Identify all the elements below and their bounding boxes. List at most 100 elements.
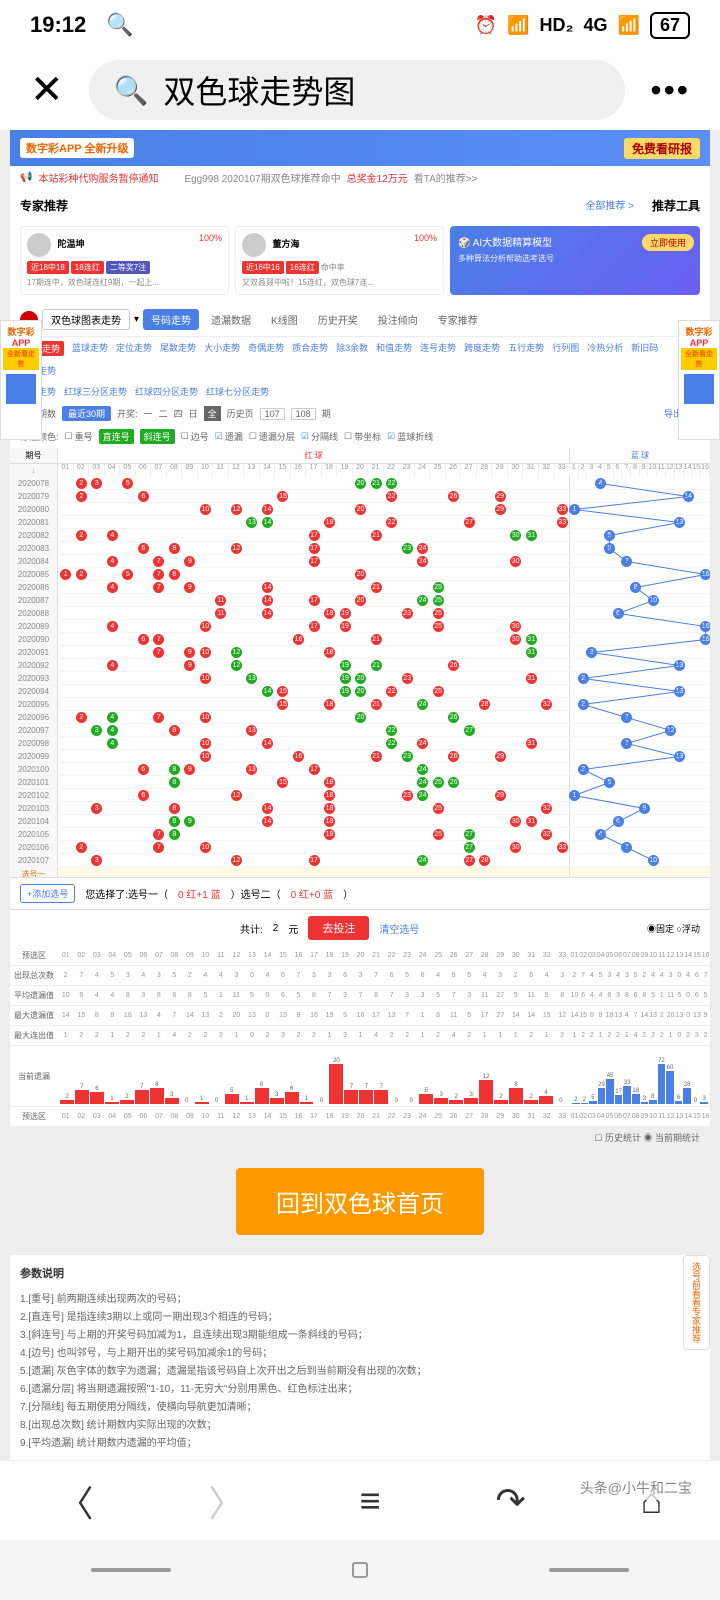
subtab[interactable]: 奇偶走势 bbox=[248, 341, 284, 356]
search-icon: 🔍 bbox=[106, 12, 133, 38]
notice-link[interactable]: 看TA的推荐>> bbox=[414, 170, 478, 185]
mark-chk[interactable]: 直连号 bbox=[99, 429, 134, 444]
mark-chk[interactable]: 边号 bbox=[181, 430, 209, 443]
stats-legend: ☐ 历史统计 ◉ 当前期统计 bbox=[10, 1127, 710, 1148]
notes-section: 参数说明 1.[重号] 前两期连续出现两次的号码；2.[直连号] 是指连续3期以… bbox=[10, 1255, 710, 1463]
dropdown-icon[interactable]: ▾ bbox=[134, 314, 139, 325]
tab-bet[interactable]: 投注倾向 bbox=[370, 309, 426, 330]
notes-title: 参数说明 bbox=[20, 1265, 700, 1285]
mark-chk[interactable]: 蓝球折线 bbox=[387, 430, 433, 443]
expert-cards: 陀温坤 100% 近18中1818连红二等奖7注 17期连中，双色球连红9期，一… bbox=[10, 222, 710, 303]
sys-back[interactable] bbox=[549, 1568, 629, 1572]
expert-all-link[interactable]: 全部推荐 > bbox=[585, 197, 634, 212]
subtab[interactable]: 大小走势 bbox=[204, 341, 240, 356]
note-item: 9.[平均遗漏] 统计期数内遗漏的平均值； bbox=[20, 1435, 700, 1453]
subtab[interactable]: 行列图 bbox=[552, 341, 579, 356]
search-field[interactable]: 🔍 双色球走势图 bbox=[89, 60, 626, 120]
more-icon[interactable]: ••• bbox=[640, 72, 700, 109]
tab-kline[interactable]: K线图 bbox=[263, 309, 306, 330]
side-ad-left[interactable]: 数字彩 APP 全新看走势 bbox=[0, 320, 42, 440]
note-item: 2.[直连号] 是指连续3期以上或同一期出现3个相连的号码； bbox=[20, 1309, 700, 1327]
qr-icon bbox=[684, 374, 714, 404]
note-item: 4.[边号] 也叫邻号，与上期开出的奖号码加减余1的号码； bbox=[20, 1345, 700, 1363]
subtab2[interactable]: 红球七分区走势 bbox=[206, 385, 269, 398]
note-item: 3.[斜连号] 与上期的开奖号码加减为1，且连续出现3期能组成一条斜线的号码； bbox=[20, 1327, 700, 1345]
radio-fixed[interactable]: ◉ bbox=[647, 924, 656, 934]
hd-label: HD₂ bbox=[540, 15, 574, 36]
promo-banner[interactable]: 数字彩APP 全新升级 免费看研报 bbox=[10, 130, 710, 166]
sys-recent[interactable] bbox=[91, 1568, 171, 1572]
sub-tabs: 基本走势蓝球走势定位走势尾数走势大小走势奇偶走势质合走势除3余数和值走势连号走势… bbox=[10, 337, 710, 381]
tab-history[interactable]: 历史开奖 bbox=[310, 309, 366, 330]
signal-icon: 📶 bbox=[618, 15, 640, 36]
expert-card-2[interactable]: 董方海 100% 近16中1616连红命中率 又双叒叕中啦！15连红，双色球7连… bbox=[235, 226, 444, 295]
tab-expert[interactable]: 专家推荐 bbox=[430, 309, 486, 330]
wifi-icon: 📶 bbox=[507, 15, 529, 36]
net-label: 4G bbox=[584, 15, 608, 36]
subtab[interactable]: 新旧码 bbox=[631, 341, 658, 356]
banner-promo: 免费看研报 bbox=[624, 138, 700, 159]
mark-chk[interactable]: 分隔线 bbox=[301, 430, 338, 443]
ai-title: AI大数据精算模型 bbox=[473, 238, 552, 249]
qr-icon bbox=[6, 374, 36, 404]
subtab2[interactable]: 红球四分区走势 bbox=[135, 385, 198, 398]
subtab[interactable]: 跨度走势 bbox=[464, 341, 500, 356]
subtab[interactable]: 冷热分析 bbox=[587, 341, 623, 356]
back-home-button[interactable]: 回到双色球首页 bbox=[236, 1168, 484, 1235]
expert-pct: 100% bbox=[199, 233, 222, 243]
note-item: 1.[重号] 前两期连续出现两次的号码； bbox=[20, 1291, 700, 1309]
bet-button[interactable]: 去投注 bbox=[308, 916, 369, 940]
subtab[interactable]: 尾数走势 bbox=[160, 341, 196, 356]
subtab[interactable]: 除3余数 bbox=[336, 341, 368, 356]
back-icon[interactable]: 〈 bbox=[58, 1475, 94, 1527]
expert-desc: 又双叒叕中啦！15连红，双色球7连... bbox=[242, 277, 437, 288]
stats-area: 预选区0102030405060708091011121314151617181… bbox=[10, 946, 710, 1127]
add-selection-btn[interactable]: +添加选号 bbox=[20, 884, 75, 903]
mark-chk[interactable]: 遗漏 bbox=[215, 430, 243, 443]
forward-icon[interactable]: 〉 bbox=[209, 1475, 245, 1527]
page-prev[interactable]: 107 bbox=[260, 408, 285, 420]
subtab[interactable]: 定位走势 bbox=[116, 341, 152, 356]
search-text: 双色球走势图 bbox=[163, 67, 355, 113]
page-next[interactable]: 108 bbox=[291, 408, 316, 420]
expert-card-1[interactable]: 陀温坤 100% 近18中1818连红二等奖7注 17期连中，双色球连红9期，一… bbox=[20, 226, 229, 295]
notice-bar: 📢 本站彩种代购服务暂停通知 Egg998 2020107期双色球推荐命中 总奖… bbox=[10, 166, 710, 189]
mark-chk[interactable]: 重号 bbox=[65, 430, 93, 443]
notice-prize: 总奖金12万元 bbox=[347, 170, 408, 185]
avatar bbox=[27, 233, 51, 257]
share-icon[interactable]: ↷ bbox=[496, 1480, 526, 1522]
trend-chart: 期号 红 球 蓝 球 ↓0102030405060708091011121314… bbox=[10, 448, 710, 877]
notice-left[interactable]: 本站彩种代购服务暂停通知 bbox=[38, 170, 158, 185]
system-nav bbox=[0, 1540, 720, 1600]
mark-chk[interactable]: 带坐标 bbox=[344, 430, 381, 443]
side-ad-right[interactable]: 数字彩 APP 全新看走势 bbox=[678, 320, 720, 440]
battery-level: 67 bbox=[650, 12, 690, 39]
subtab[interactable]: 和值走势 bbox=[376, 341, 412, 356]
subtab[interactable]: 质合走势 bbox=[292, 341, 328, 356]
ai-btn[interactable]: 立即使用 bbox=[642, 234, 694, 251]
period-select[interactable]: 最近30期 bbox=[62, 406, 111, 421]
notice-mid: Egg998 2020107期双色球推荐命中 bbox=[184, 170, 340, 185]
subtab[interactable]: 连号走势 bbox=[420, 341, 456, 356]
sub-tabs-2: 红蓝走势红球三分区走势红球四分区走势红球七分区走势 bbox=[10, 381, 710, 402]
mark-chk[interactable]: 遗漏分层 bbox=[249, 430, 295, 443]
col-blue: 蓝 球 bbox=[570, 448, 710, 463]
clear-link[interactable]: 清空选号 bbox=[379, 921, 419, 936]
tab-trend[interactable]: 号码走势 bbox=[143, 309, 199, 330]
subtab[interactable]: 蓝球走势 bbox=[72, 341, 108, 356]
col-red: 红 球 bbox=[58, 448, 570, 463]
mark-row: 标注颜色: 重号 直连号 斜连号 边号 遗漏 遗漏分层 分隔线 带坐标 蓝球折线 bbox=[10, 425, 710, 448]
mark-chk[interactable]: 斜连号 bbox=[140, 429, 175, 444]
ai-card[interactable]: 🎲 AI大数据精算模型 立即使用 多种算法分析帮助选考选号 bbox=[450, 226, 700, 295]
sys-home[interactable] bbox=[352, 1562, 368, 1578]
tab-miss[interactable]: 遗漏数据 bbox=[203, 309, 259, 330]
subtab2[interactable]: 红球三分区走势 bbox=[64, 385, 127, 398]
cube-icon: 🎲 bbox=[458, 238, 470, 249]
subtab[interactable]: 五行走势 bbox=[508, 341, 544, 356]
note-item: 6.[遗漏分层] 将当期遗漏按照"1-10，11-无穷大"分别用黑色、红色标注出… bbox=[20, 1381, 700, 1399]
note-item: 8.[出现总次数] 统计期数内实际出现的次数； bbox=[20, 1417, 700, 1435]
close-icon[interactable]: ✕ bbox=[20, 67, 74, 113]
float-recommend-btn[interactable]: 选号前看看专家推荐 bbox=[683, 1255, 710, 1350]
chart-selector[interactable]: 双色球图表走势 bbox=[42, 309, 130, 330]
menu-icon[interactable]: ≡ bbox=[360, 1480, 381, 1522]
